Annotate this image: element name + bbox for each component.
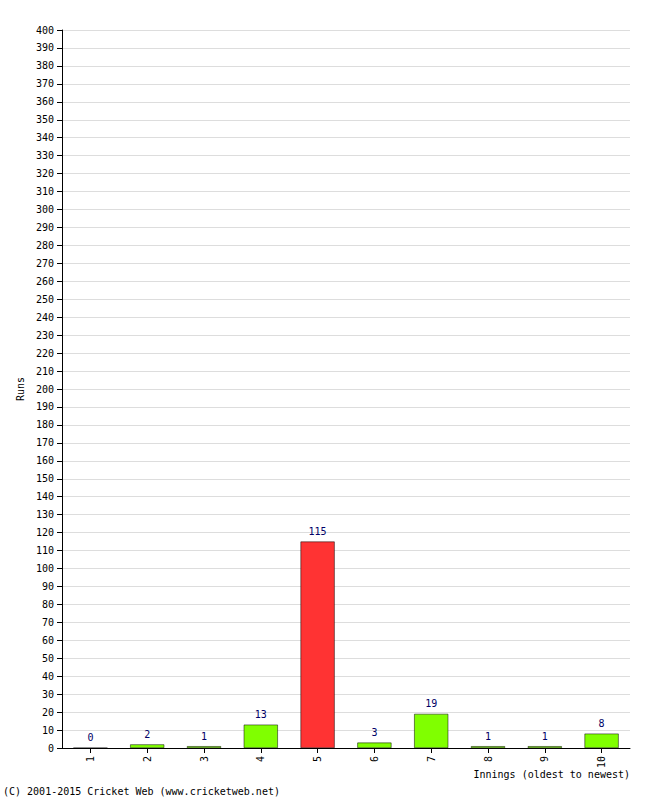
- svg-text:320: 320: [36, 168, 54, 179]
- svg-text:115: 115: [309, 526, 327, 537]
- svg-text:10: 10: [596, 756, 607, 768]
- svg-text:210: 210: [36, 366, 54, 377]
- svg-text:280: 280: [36, 240, 54, 251]
- svg-text:19: 19: [425, 698, 437, 709]
- svg-text:80: 80: [42, 599, 54, 610]
- svg-text:40: 40: [42, 671, 54, 682]
- svg-text:300: 300: [36, 204, 54, 215]
- svg-text:120: 120: [36, 527, 54, 538]
- svg-text:310: 310: [36, 186, 54, 197]
- svg-text:5: 5: [312, 756, 323, 762]
- svg-text:9: 9: [539, 756, 550, 762]
- svg-text:Runs: Runs: [15, 377, 26, 401]
- svg-text:4: 4: [255, 756, 266, 762]
- svg-text:380: 380: [36, 60, 54, 71]
- svg-text:(C) 2001-2015 Cricket Web (www: (C) 2001-2015 Cricket Web (www.cricketwe…: [3, 786, 280, 797]
- svg-text:140: 140: [36, 491, 54, 502]
- svg-text:270: 270: [36, 258, 54, 269]
- svg-text:70: 70: [42, 617, 54, 628]
- svg-text:400: 400: [36, 25, 54, 36]
- svg-text:20: 20: [42, 707, 54, 718]
- svg-text:230: 230: [36, 330, 54, 341]
- svg-text:160: 160: [36, 455, 54, 466]
- svg-text:170: 170: [36, 437, 54, 448]
- svg-text:8: 8: [599, 718, 605, 729]
- svg-text:200: 200: [36, 384, 54, 395]
- svg-text:110: 110: [36, 545, 54, 556]
- svg-text:340: 340: [36, 132, 54, 143]
- svg-text:180: 180: [36, 419, 54, 430]
- svg-text:100: 100: [36, 563, 54, 574]
- svg-text:250: 250: [36, 294, 54, 305]
- svg-text:0: 0: [87, 732, 93, 743]
- svg-text:90: 90: [42, 581, 54, 592]
- svg-text:150: 150: [36, 473, 54, 484]
- svg-text:3: 3: [371, 727, 377, 738]
- svg-text:Innings (oldest to newest): Innings (oldest to newest): [473, 769, 630, 780]
- svg-text:360: 360: [36, 96, 54, 107]
- svg-text:350: 350: [36, 114, 54, 125]
- svg-text:290: 290: [36, 222, 54, 233]
- svg-text:0: 0: [48, 743, 54, 754]
- svg-text:2: 2: [144, 729, 150, 740]
- svg-text:1: 1: [542, 731, 548, 742]
- svg-text:13: 13: [255, 709, 267, 720]
- svg-text:60: 60: [42, 635, 54, 646]
- svg-text:1: 1: [485, 731, 491, 742]
- svg-text:1: 1: [201, 731, 207, 742]
- svg-text:2: 2: [142, 756, 153, 762]
- svg-text:130: 130: [36, 509, 54, 520]
- svg-text:260: 260: [36, 276, 54, 287]
- svg-text:6: 6: [369, 756, 380, 762]
- svg-text:330: 330: [36, 150, 54, 161]
- svg-text:30: 30: [42, 689, 54, 700]
- svg-text:8: 8: [483, 756, 494, 762]
- svg-text:190: 190: [36, 401, 54, 412]
- svg-text:1: 1: [85, 756, 96, 762]
- svg-text:370: 370: [36, 78, 54, 89]
- svg-text:220: 220: [36, 348, 54, 359]
- svg-text:10: 10: [42, 725, 54, 736]
- svg-text:7: 7: [426, 756, 437, 762]
- svg-text:50: 50: [42, 653, 54, 664]
- svg-text:390: 390: [36, 42, 54, 53]
- svg-text:240: 240: [36, 312, 54, 323]
- svg-text:3: 3: [199, 756, 210, 762]
